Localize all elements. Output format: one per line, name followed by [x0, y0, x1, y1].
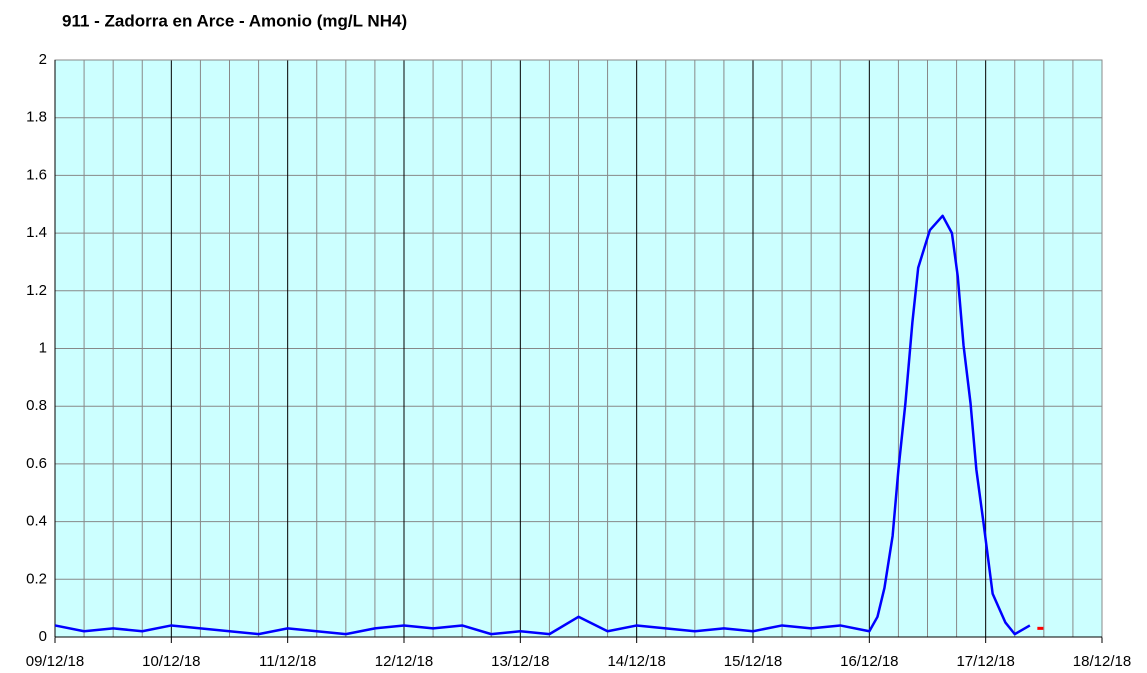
x-tick-label: 13/12/18 — [491, 653, 549, 670]
x-tick-label: 18/12/18 — [1073, 653, 1131, 670]
y-tick-label: 1.8 — [26, 109, 47, 126]
y-tick-label: 0.4 — [26, 513, 47, 530]
x-tick-label: 10/12/18 — [142, 653, 200, 670]
x-tick-label: 17/12/18 — [956, 653, 1014, 670]
point — [1037, 626, 1044, 630]
y-tick-label: 0.8 — [26, 397, 47, 414]
x-tick-label: 15/12/18 — [724, 653, 782, 670]
x-tick-label: 16/12/18 — [840, 653, 898, 670]
y-tick-label: 1.4 — [26, 224, 47, 241]
y-tick-label: 1.6 — [26, 166, 47, 183]
y-tick-label: 1 — [39, 339, 47, 356]
x-tick-label: 14/12/18 — [607, 653, 665, 670]
y-tick-label: 0.2 — [26, 570, 47, 587]
y-tick-label: 1.2 — [26, 282, 47, 299]
chart-title: 911 - Zadorra en Arce - Amonio (mg/L NH4… — [62, 11, 407, 30]
y-tick-label: 0 — [39, 628, 47, 645]
x-tick-label: 09/12/18 — [26, 653, 84, 670]
x-tick-label: 11/12/18 — [259, 653, 316, 670]
y-tick-label: 0.6 — [26, 455, 47, 472]
y-tick-label: 2 — [39, 51, 47, 68]
x-tick-label: 12/12/18 — [375, 653, 433, 670]
series-line — [54, 214, 1031, 636]
